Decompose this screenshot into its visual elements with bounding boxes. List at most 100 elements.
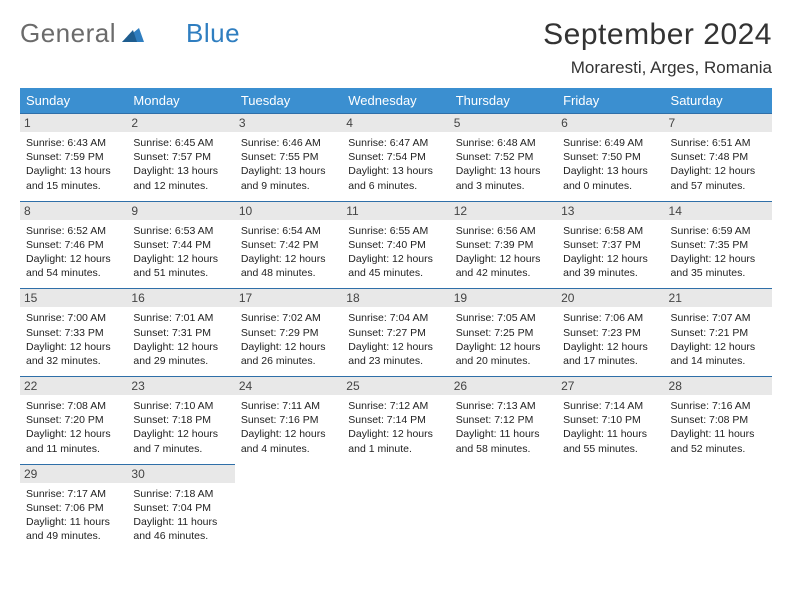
- day-sunset: Sunset: 7:52 PM: [456, 150, 551, 164]
- calendar-day-cell: 24Sunrise: 7:11 AMSunset: 7:16 PMDayligh…: [235, 376, 342, 464]
- calendar-day-cell: 2Sunrise: 6:45 AMSunset: 7:57 PMDaylight…: [127, 113, 234, 201]
- day-sunrise: Sunrise: 7:00 AM: [26, 311, 121, 325]
- day-daylight2: and 9 minutes.: [241, 179, 336, 193]
- day-daylight2: and 35 minutes.: [671, 266, 766, 280]
- day-sunset: Sunset: 7:44 PM: [133, 238, 228, 252]
- day-daylight2: and 57 minutes.: [671, 179, 766, 193]
- day-daylight1: Daylight: 12 hours: [26, 252, 121, 266]
- day-number: 24: [235, 377, 342, 395]
- day-number: 17: [235, 289, 342, 307]
- day-sunrise: Sunrise: 6:48 AM: [456, 136, 551, 150]
- calendar-day-cell: 9Sunrise: 6:53 AMSunset: 7:44 PMDaylight…: [127, 201, 234, 289]
- day-daylight2: and 4 minutes.: [241, 442, 336, 456]
- day-sunset: Sunset: 7:37 PM: [563, 238, 658, 252]
- day-number: 16: [127, 289, 234, 307]
- day-daylight2: and 14 minutes.: [671, 354, 766, 368]
- calendar-day-cell: 5Sunrise: 6:48 AMSunset: 7:52 PMDaylight…: [450, 113, 557, 201]
- location: Moraresti, Arges, Romania: [543, 58, 772, 78]
- day-sunrise: Sunrise: 6:46 AM: [241, 136, 336, 150]
- day-sunrise: Sunrise: 6:47 AM: [348, 136, 443, 150]
- day-sunset: Sunset: 7:39 PM: [456, 238, 551, 252]
- calendar-day-cell: 15Sunrise: 7:00 AMSunset: 7:33 PMDayligh…: [20, 288, 127, 376]
- day-sunset: Sunset: 7:29 PM: [241, 326, 336, 340]
- day-sunset: Sunset: 7:06 PM: [26, 501, 121, 515]
- calendar-day-cell: 16Sunrise: 7:01 AMSunset: 7:31 PMDayligh…: [127, 288, 234, 376]
- calendar-day-cell: 1Sunrise: 6:43 AMSunset: 7:59 PMDaylight…: [20, 113, 127, 201]
- day-daylight1: Daylight: 12 hours: [241, 427, 336, 441]
- day-sunset: Sunset: 7:20 PM: [26, 413, 121, 427]
- day-number: 2: [127, 114, 234, 132]
- day-sunrise: Sunrise: 6:45 AM: [133, 136, 228, 150]
- day-daylight2: and 26 minutes.: [241, 354, 336, 368]
- day-daylight2: and 48 minutes.: [241, 266, 336, 280]
- day-sunrise: Sunrise: 6:51 AM: [671, 136, 766, 150]
- day-sunset: Sunset: 7:59 PM: [26, 150, 121, 164]
- day-number: 23: [127, 377, 234, 395]
- day-daylight2: and 52 minutes.: [671, 442, 766, 456]
- calendar-day-cell: 25Sunrise: 7:12 AMSunset: 7:14 PMDayligh…: [342, 376, 449, 464]
- day-sunset: Sunset: 7:42 PM: [241, 238, 336, 252]
- day-daylight1: Daylight: 12 hours: [456, 252, 551, 266]
- day-daylight1: Daylight: 12 hours: [241, 340, 336, 354]
- month-title: September 2024: [543, 18, 772, 52]
- calendar-week-row: 1Sunrise: 6:43 AMSunset: 7:59 PMDaylight…: [20, 113, 772, 201]
- day-number: 19: [450, 289, 557, 307]
- day-daylight1: Daylight: 13 hours: [241, 164, 336, 178]
- day-daylight2: and 0 minutes.: [563, 179, 658, 193]
- day-number: 15: [20, 289, 127, 307]
- day-daylight2: and 49 minutes.: [26, 529, 121, 543]
- day-number: 22: [20, 377, 127, 395]
- weekday-header: Saturday: [665, 88, 772, 113]
- day-sunrise: Sunrise: 7:10 AM: [133, 399, 228, 413]
- day-number: 11: [342, 202, 449, 220]
- weekday-header: Friday: [557, 88, 664, 113]
- day-daylight1: Daylight: 12 hours: [348, 252, 443, 266]
- day-daylight2: and 12 minutes.: [133, 179, 228, 193]
- day-daylight2: and 29 minutes.: [133, 354, 228, 368]
- day-sunrise: Sunrise: 7:12 AM: [348, 399, 443, 413]
- day-daylight2: and 58 minutes.: [456, 442, 551, 456]
- day-sunrise: Sunrise: 6:54 AM: [241, 224, 336, 238]
- calendar-day-cell: 28Sunrise: 7:16 AMSunset: 7:08 PMDayligh…: [665, 376, 772, 464]
- day-daylight1: Daylight: 12 hours: [563, 252, 658, 266]
- day-daylight2: and 20 minutes.: [456, 354, 551, 368]
- weekday-header: Monday: [127, 88, 234, 113]
- day-daylight2: and 3 minutes.: [456, 179, 551, 193]
- day-sunrise: Sunrise: 6:58 AM: [563, 224, 658, 238]
- calendar-day-cell: 8Sunrise: 6:52 AMSunset: 7:46 PMDaylight…: [20, 201, 127, 289]
- day-number: 30: [127, 465, 234, 483]
- calendar-day-cell: [450, 464, 557, 552]
- calendar-day-cell: 10 Sunrise: 6:54 AMSunset: 7:42 PMDayligh…: [235, 201, 342, 289]
- calendar-day-cell: 11Sunrise: 6:55 AMSunset: 7:40 PMDayligh…: [342, 201, 449, 289]
- calendar-day-cell: 14Sunrise: 6:59 AMSunset: 7:35 PMDayligh…: [665, 201, 772, 289]
- day-sunrise: Sunrise: 7:16 AM: [671, 399, 766, 413]
- title-block: September 2024 Moraresti, Arges, Romania: [543, 18, 772, 78]
- day-daylight2: and 45 minutes.: [348, 266, 443, 280]
- day-daylight1: Daylight: 12 hours: [241, 252, 336, 266]
- day-number: 18: [342, 289, 449, 307]
- calendar-day-cell: 6Sunrise: 6:49 AMSunset: 7:50 PMDaylight…: [557, 113, 664, 201]
- calendar-day-cell: 26Sunrise: 7:13 AMSunset: 7:12 PMDayligh…: [450, 376, 557, 464]
- day-daylight2: and 15 minutes.: [26, 179, 121, 193]
- day-daylight2: and 11 minutes.: [26, 442, 121, 456]
- day-daylight2: and 54 minutes.: [26, 266, 121, 280]
- day-daylight1: Daylight: 11 hours: [26, 515, 121, 529]
- day-number: 10: [235, 202, 342, 220]
- day-sunrise: Sunrise: 7:14 AM: [563, 399, 658, 413]
- day-sunset: Sunset: 7:14 PM: [348, 413, 443, 427]
- day-sunset: Sunset: 7:25 PM: [456, 326, 551, 340]
- calendar-day-cell: 29Sunrise: 7:17 AMSunset: 7:06 PMDayligh…: [20, 464, 127, 552]
- day-number: 4: [342, 114, 449, 132]
- day-number: 3: [235, 114, 342, 132]
- day-daylight1: Daylight: 13 hours: [133, 164, 228, 178]
- calendar-day-cell: [557, 464, 664, 552]
- calendar-week-row: 15Sunrise: 7:00 AMSunset: 7:33 PMDayligh…: [20, 288, 772, 376]
- calendar-day-cell: 12Sunrise: 6:56 AMSunset: 7:39 PMDayligh…: [450, 201, 557, 289]
- day-sunrise: Sunrise: 7:06 AM: [563, 311, 658, 325]
- day-sunset: Sunset: 7:40 PM: [348, 238, 443, 252]
- calendar-day-cell: 18Sunrise: 7:04 AMSunset: 7:27 PMDayligh…: [342, 288, 449, 376]
- brand-general: General: [20, 18, 116, 49]
- calendar-week-row: 8Sunrise: 6:52 AMSunset: 7:46 PMDaylight…: [20, 201, 772, 289]
- weekday-header-row: Sunday Monday Tuesday Wednesday Thursday…: [20, 88, 772, 113]
- day-number: 29: [20, 465, 127, 483]
